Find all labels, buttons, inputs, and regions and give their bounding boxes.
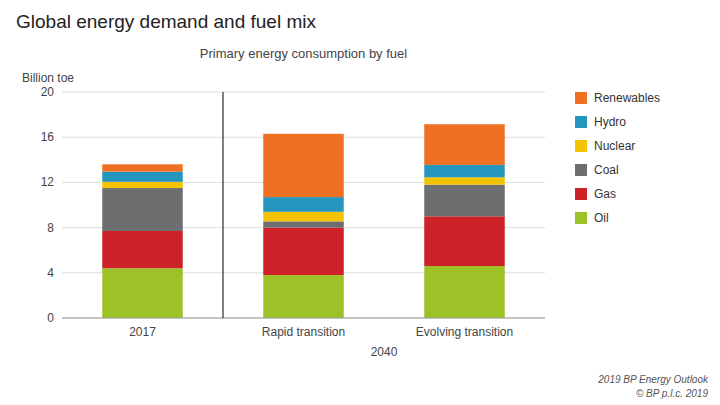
- legend-swatch: [575, 212, 587, 224]
- legend-label: Hydro: [594, 115, 626, 129]
- y-tick-label: 0: [47, 311, 54, 325]
- divider: [223, 92, 224, 318]
- bar-segment: [263, 212, 344, 222]
- grid-line: [62, 92, 545, 93]
- x-tick-label: Rapid transition: [262, 325, 345, 339]
- grid: [62, 92, 545, 318]
- bar-segment: [102, 188, 183, 231]
- footer: 2019 BP Energy Outlook: [597, 374, 709, 385]
- x-tick-label: 2017: [129, 325, 156, 339]
- bar-segment: [424, 266, 505, 318]
- subtitle: Primary energy consumption by fuel: [200, 46, 407, 61]
- legend: Renewables Hydro Nuclear Coal Gas Oil: [575, 91, 660, 225]
- legend-label: Gas: [594, 187, 616, 201]
- bar-segment: [424, 185, 505, 217]
- y-tick-label: 8: [47, 221, 54, 235]
- bar-segment: [263, 134, 344, 197]
- legend-label: Nuclear: [594, 139, 635, 153]
- footer: © BP p.l.c. 2019: [636, 388, 708, 399]
- bar-segment: [102, 172, 183, 182]
- bar-segment: [263, 197, 344, 212]
- grid-line: [62, 318, 545, 319]
- legend-swatch: [575, 164, 587, 176]
- bar-segment: [102, 164, 183, 171]
- x-axis-line: [62, 318, 545, 319]
- chart: Global energy demand and fuel mix Primary…: [0, 0, 720, 405]
- x-tick-label: Evolving transition: [416, 325, 513, 339]
- y-axis-label: Billion toe: [22, 71, 74, 85]
- legend-label: Renewables: [594, 91, 660, 105]
- chart-container: Global energy demand and fuel mix Primary…: [0, 0, 720, 405]
- bar-segment: [263, 221, 344, 227]
- bar-segment: [102, 268, 183, 318]
- legend-label: Oil: [594, 211, 609, 225]
- bar-segment: [102, 182, 183, 188]
- y-tick-label: 20: [41, 85, 55, 99]
- y-tick-label: 12: [41, 175, 55, 189]
- bar-segment: [263, 275, 344, 318]
- bar-segment: [424, 165, 505, 177]
- bar-segment: [424, 177, 505, 184]
- bars: [102, 124, 505, 318]
- title: Global energy demand and fuel mix: [16, 11, 316, 32]
- group-label: 2040: [371, 345, 398, 359]
- legend-swatch: [575, 188, 587, 200]
- bar-segment: [263, 228, 344, 275]
- bar-segment: [102, 231, 183, 268]
- legend-swatch: [575, 116, 587, 128]
- legend-swatch: [575, 92, 587, 104]
- legend-swatch: [575, 140, 587, 152]
- bar-segment: [424, 216, 505, 266]
- y-tick-label: 16: [41, 130, 55, 144]
- bar-segment: [424, 124, 505, 165]
- y-tick-label: 4: [47, 266, 54, 280]
- legend-label: Coal: [594, 163, 619, 177]
